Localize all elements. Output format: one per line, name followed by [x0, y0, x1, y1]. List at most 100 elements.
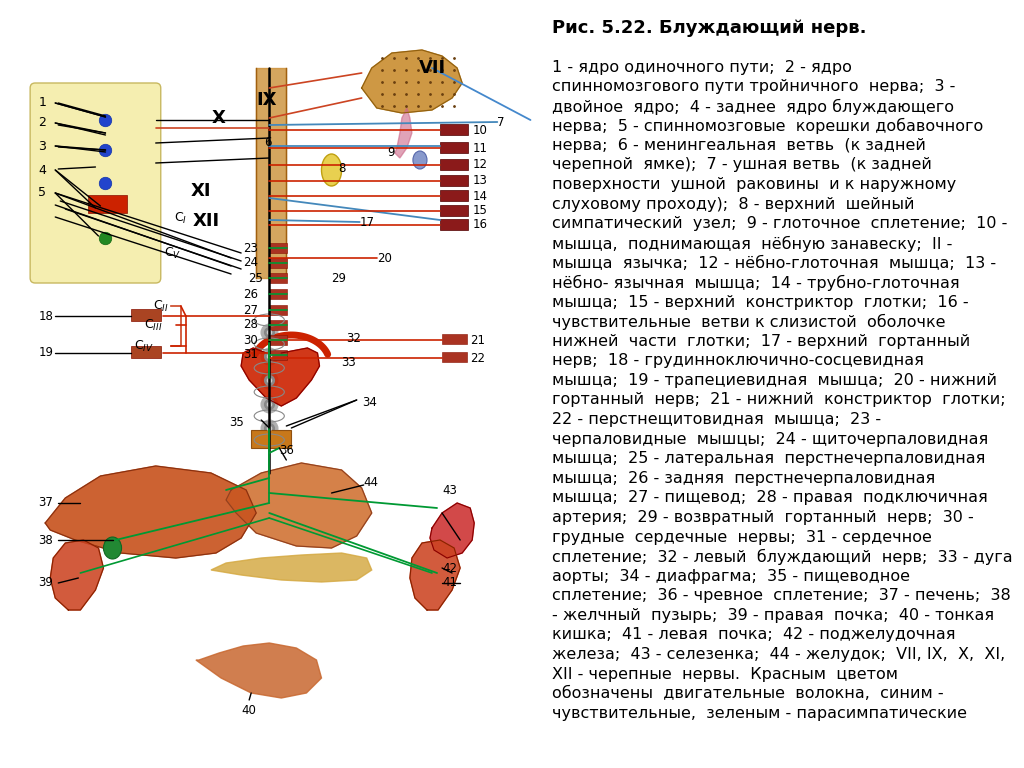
Text: 42: 42	[442, 561, 457, 574]
Text: мышца;  27 - пищевод;  28 - правая  подключичная: мышца; 27 - пищевод; 28 - правая подключ…	[552, 490, 988, 505]
Text: нерва;  5 - спинномозговые  корешки добавочного: нерва; 5 - спинномозговые корешки добаво…	[552, 118, 983, 134]
Polygon shape	[361, 50, 462, 113]
Text: черпаловидные  мышцы;  24 - щиточерпаловидная: черпаловидные мышцы; 24 - щиточерпаловид…	[552, 432, 988, 447]
Text: 37: 37	[38, 496, 53, 509]
Text: кишка;  41 - левая  почка;  42 - поджелудочная: кишка; 41 - левая почка; 42 - поджелудоч…	[552, 627, 955, 643]
Text: C$_{II}$: C$_{II}$	[153, 299, 169, 313]
Bar	[440, 142, 468, 153]
Text: сплетение;  32 - левый  блуждающий  нерв;  33 - дуга: сплетение; 32 - левый блуждающий нерв; 3…	[552, 549, 1013, 565]
Text: чувствительные  ветви к слизистой  оболочке: чувствительные ветви к слизистой оболочк…	[552, 314, 945, 330]
Text: мышца;  15 - верхний  констриктор  глотки;  16 -: мышца; 15 - верхний констриктор глотки; …	[552, 294, 969, 310]
Text: 40: 40	[242, 703, 257, 717]
Bar	[440, 124, 468, 135]
Polygon shape	[410, 540, 460, 610]
Text: C$_{III}$: C$_{III}$	[143, 317, 162, 333]
Text: мышца;  25 - латеральная  перстнечерпаловидная: мышца; 25 - латеральная перстнечерпалови…	[552, 452, 985, 466]
Bar	[131, 309, 161, 321]
Bar	[269, 320, 288, 330]
Text: нижней  части  глотки;  17 - верхний  гортанный: нижней части глотки; 17 - верхний гортан…	[552, 334, 971, 349]
Text: гортанный  нерв;  21 - нижний  констриктор  глотки;: гортанный нерв; 21 - нижний констриктор …	[552, 392, 1006, 408]
Text: 44: 44	[364, 476, 379, 489]
Text: 21: 21	[470, 333, 485, 346]
Bar	[440, 205, 468, 216]
Text: сплетение;  36 - чревное  сплетение;  37 - печень;  38: сплетение; 36 - чревное сплетение; 37 - …	[552, 588, 1011, 604]
Text: 1 - ядро одиночного пути;  2 - ядро: 1 - ядро одиночного пути; 2 - ядро	[552, 60, 852, 74]
Text: XI: XI	[190, 182, 211, 200]
Text: 18: 18	[38, 310, 53, 323]
Text: 25: 25	[248, 272, 263, 284]
Text: 19: 19	[38, 346, 53, 359]
Text: 1: 1	[38, 97, 46, 110]
Text: 10: 10	[472, 124, 487, 137]
Text: 35: 35	[229, 416, 244, 429]
Text: C$_V$: C$_V$	[164, 246, 181, 260]
Text: IX: IX	[256, 91, 276, 109]
Text: мышца  язычка;  12 - нёбно-глоточная  мышца;  13 -: мышца язычка; 12 - нёбно-глоточная мышца…	[552, 255, 996, 270]
Text: 26: 26	[243, 287, 258, 300]
Text: 20: 20	[377, 251, 391, 264]
Text: 14: 14	[472, 190, 487, 203]
Text: 27: 27	[243, 303, 258, 316]
Text: 11: 11	[472, 141, 487, 154]
Bar	[88, 195, 127, 213]
Text: 41: 41	[442, 577, 457, 590]
Ellipse shape	[413, 151, 427, 169]
Text: симпатический  узел;  9 - глоточное  сплетение;  10 -: симпатический узел; 9 - глоточное сплете…	[552, 217, 1008, 231]
Polygon shape	[430, 503, 474, 558]
Bar	[269, 258, 288, 268]
Text: VII: VII	[419, 59, 445, 77]
Text: обозначены  двигательные  волокна,  синим -: обозначены двигательные волокна, синим -	[552, 687, 944, 701]
Bar	[440, 219, 468, 230]
Text: слуховому проходу);  8 - верхний  шейный: слуховому проходу); 8 - верхний шейный	[552, 197, 914, 212]
Text: аорты;  34 - диафрагма;  35 - пищеводное: аорты; 34 - диафрагма; 35 - пищеводное	[552, 568, 910, 584]
Text: мышца;  19 - трапециевидная  мышца;  20 - нижний: мышца; 19 - трапециевидная мышца; 20 - н…	[552, 373, 997, 388]
Text: мышца,  поднимающая  нёбную занавеску;  II -: мышца, поднимающая нёбную занавеску; II …	[552, 236, 952, 252]
Text: черепной  ямке);  7 - ушная ветвь  (к задней: черепной ямке); 7 - ушная ветвь (к задне…	[552, 157, 932, 173]
Text: 3: 3	[38, 140, 46, 153]
Bar	[440, 190, 468, 201]
Text: 9: 9	[387, 147, 394, 160]
Polygon shape	[395, 108, 412, 158]
Text: нерв;  18 - грудинноключично-сосцевидная: нерв; 18 - грудинноключично-сосцевидная	[552, 353, 924, 369]
Ellipse shape	[322, 154, 342, 186]
Text: железа;  43 - селезенка;  44 - желудок;  VII, IX,  X,  XI,: железа; 43 - селезенка; 44 - желудок; VI…	[552, 647, 1006, 662]
Ellipse shape	[103, 537, 122, 559]
Text: 15: 15	[472, 204, 487, 217]
Text: артерия;  29 - возвратный  гортанный  нерв;  30 -: артерия; 29 - возвратный гортанный нерв;…	[552, 510, 974, 525]
Text: 22: 22	[470, 352, 485, 365]
Text: поверхности  ушной  раковины  и к наружному: поверхности ушной раковины и к наружному	[552, 177, 956, 192]
Text: 29: 29	[332, 272, 346, 284]
Polygon shape	[211, 553, 372, 582]
Bar	[269, 350, 288, 360]
Bar	[269, 335, 288, 345]
Bar	[269, 305, 288, 315]
FancyBboxPatch shape	[30, 83, 161, 283]
Text: 30: 30	[243, 333, 258, 346]
Text: двойное  ядро;  4 - заднее  ядро блуждающего: двойное ядро; 4 - заднее ядро блуждающег…	[552, 99, 954, 115]
Bar	[269, 273, 288, 283]
Text: 34: 34	[361, 396, 377, 409]
Text: - желчный  пузырь;  39 - правая  почка;  40 - тонкая: - желчный пузырь; 39 - правая почка; 40 …	[552, 608, 994, 623]
Text: 6: 6	[264, 137, 271, 150]
Text: 39: 39	[38, 577, 53, 590]
Polygon shape	[241, 348, 319, 406]
Text: 13: 13	[472, 174, 487, 187]
Text: 8: 8	[339, 161, 346, 174]
Text: 23: 23	[243, 241, 258, 254]
Polygon shape	[50, 540, 103, 610]
Text: 43: 43	[442, 484, 457, 496]
Text: XII: XII	[193, 212, 219, 230]
Text: 24: 24	[243, 257, 258, 270]
Text: 4: 4	[38, 164, 46, 177]
Text: Рис. 5.22. Блуждающий нерв.: Рис. 5.22. Блуждающий нерв.	[552, 19, 866, 37]
Bar	[251, 430, 292, 448]
Text: нерва;  6 - менингеальная  ветвь  (к задней: нерва; 6 - менингеальная ветвь (к задней	[552, 138, 926, 153]
Text: 22 - перстнещитовидная  мышца;  23 -: 22 - перстнещитовидная мышца; 23 -	[552, 412, 882, 427]
Text: C$_{IV}$: C$_{IV}$	[133, 339, 154, 353]
Polygon shape	[45, 466, 256, 558]
Text: мышца;  26 - задняя  перстнечерпаловидная: мышца; 26 - задняя перстнечерпаловидная	[552, 471, 935, 486]
Text: 5: 5	[38, 187, 46, 200]
Text: нёбно- язычная  мышца;  14 - трубно-глоточная: нёбно- язычная мышца; 14 - трубно-глоточ…	[552, 275, 959, 291]
Bar	[440, 175, 468, 186]
Text: 7: 7	[498, 115, 505, 128]
